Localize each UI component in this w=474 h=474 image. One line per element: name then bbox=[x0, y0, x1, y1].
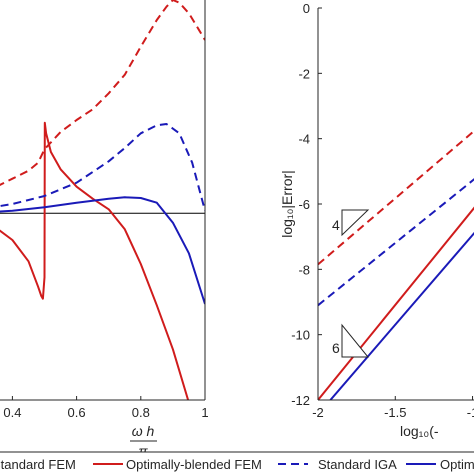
x-tick-label: 1 bbox=[201, 405, 208, 420]
left-x-label-denominator: π bbox=[138, 443, 148, 459]
left-x-ticks: 0.4 0.6 0.8 1 bbox=[3, 396, 209, 420]
slope-triangle-6-shape bbox=[341, 323, 370, 358]
series-line-left-1 bbox=[0, 121, 190, 400]
series-line-right-3 bbox=[329, 231, 474, 400]
y-tick-label: -10 bbox=[291, 328, 310, 343]
left-x-label: ω h π bbox=[130, 423, 157, 459]
x-tick-label: 0.8 bbox=[132, 405, 150, 420]
y-tick-label: 0 bbox=[303, 1, 310, 16]
right-axis-ticks: -2-1.5-10-2-4-6-8-10-12 bbox=[291, 1, 474, 420]
y-tick-label: -2 bbox=[298, 66, 310, 81]
x-tick-label: -1.5 bbox=[384, 405, 406, 420]
series-line-right-0 bbox=[318, 129, 474, 266]
left-plot-lines bbox=[0, 0, 205, 400]
legend-label-optimally: Optimally- bbox=[440, 457, 474, 472]
left-x-label-numerator: ω h bbox=[132, 423, 155, 439]
right-x-label: log₁₀(- bbox=[400, 423, 439, 439]
right-panel: -2-1.5-10-2-4-6-8-10-12 log₁₀|Error| log… bbox=[279, 1, 474, 439]
series-line-right-2 bbox=[318, 206, 474, 400]
legend-label-standard-fem: Standard FEM bbox=[0, 457, 76, 472]
x-tick-label: 0.4 bbox=[3, 405, 21, 420]
x-tick-label: -2 bbox=[312, 405, 324, 420]
legend-label-optimally-blended-fem: Optimally-blended FEM bbox=[126, 457, 262, 472]
series-line-left-4 bbox=[0, 0, 205, 186]
y-tick-label: -4 bbox=[298, 132, 310, 147]
left-panel: 0.4 0.6 0.8 1 ω h π bbox=[0, 0, 209, 459]
y-tick-label: -12 bbox=[291, 393, 310, 408]
x-tick-label: -1 bbox=[467, 405, 474, 420]
slope-triangle-4: 4 bbox=[332, 209, 370, 237]
slope-label-6: 6 bbox=[332, 340, 340, 356]
x-tick-label: 0.6 bbox=[68, 405, 86, 420]
right-plot-lines bbox=[318, 129, 474, 400]
y-tick-label: -6 bbox=[298, 197, 310, 212]
right-y-label: log₁₀|Error| bbox=[279, 170, 295, 238]
legend-entries: Standard FEM Optimally-blended FEM Standar… bbox=[0, 457, 474, 472]
y-tick-label: -8 bbox=[298, 262, 310, 277]
legend-box bbox=[0, 451, 474, 474]
series-line-right-1 bbox=[318, 178, 474, 307]
legend-label-standard-iga: Standard IGA bbox=[318, 457, 397, 472]
series-line-left-3 bbox=[0, 123, 205, 211]
legend: Standard FEM Optimally-blended FEM Standar… bbox=[0, 451, 474, 474]
slope-triangle-6: 6 bbox=[332, 323, 370, 358]
series-line-left-2 bbox=[0, 196, 205, 305]
slope-triangle-4-shape bbox=[341, 209, 370, 237]
slope-label-4: 4 bbox=[332, 217, 340, 233]
